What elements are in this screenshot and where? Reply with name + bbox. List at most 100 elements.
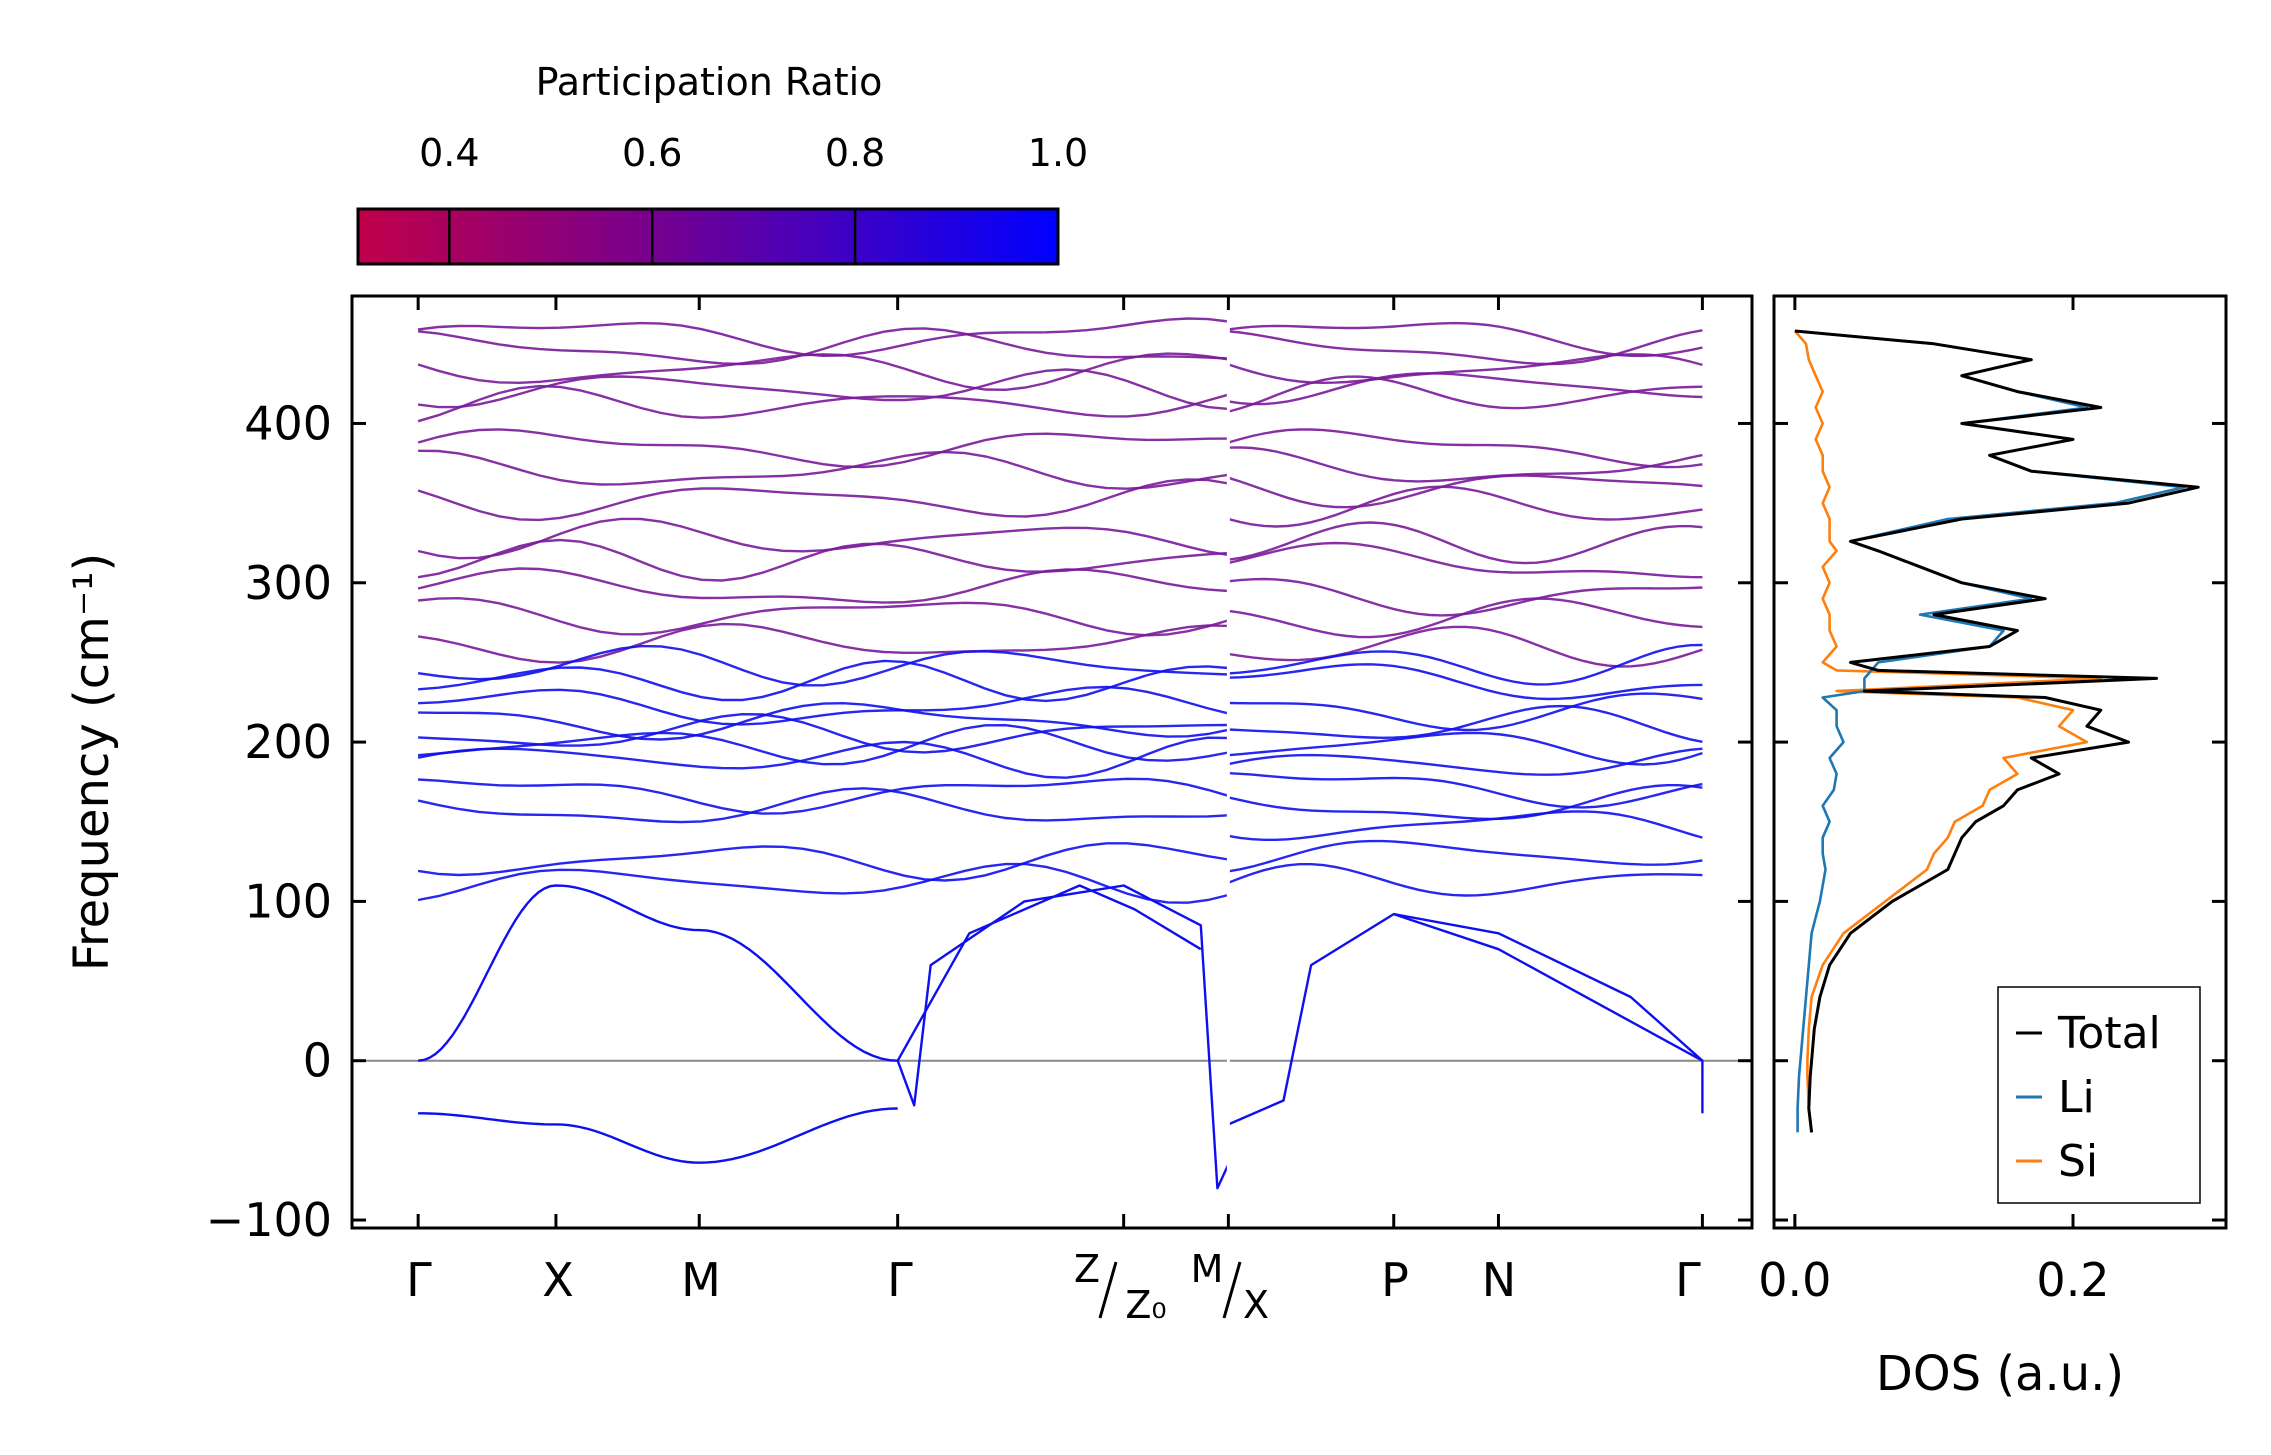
optical-branch-a-16 bbox=[418, 701, 1229, 741]
optical-branch-b-20 bbox=[1228, 772, 1703, 809]
legend-box bbox=[1997, 986, 2201, 1204]
optical-branch-a-19 bbox=[417, 736, 1229, 779]
optical-branch-b-19 bbox=[1228, 747, 1703, 776]
dos-ticks bbox=[1774, 296, 2226, 1228]
band-structure-panel: −100 0 100 200 300 400 Frequency (cm⁻¹) Γ X M… bbox=[64, 294, 1754, 1327]
optical-branch-b-22 bbox=[1228, 810, 1703, 841]
optical-branch-a-12 bbox=[417, 622, 1229, 664]
acoustic-2 bbox=[418, 1107, 898, 1164]
optical-branch-a-1 bbox=[417, 327, 1229, 366]
optical-branch-b-11 bbox=[1228, 577, 1703, 617]
colorbar-title: Participation Ratio bbox=[536, 60, 883, 104]
dos-xtick-labels: 0.0 0.2 bbox=[1758, 1253, 2109, 1307]
optical-branch-b-1 bbox=[1228, 329, 1703, 366]
xtick-x: X bbox=[542, 1253, 574, 1307]
optical-branch-a-2 bbox=[417, 352, 1229, 392]
optical-branch-b-4 bbox=[1228, 375, 1703, 413]
optical-branch-a-4 bbox=[417, 384, 1229, 423]
colorbar-tick-label: 0.8 bbox=[825, 131, 885, 175]
dos-legend: Total Li Si bbox=[1997, 986, 2201, 1204]
legend-label-si: Si bbox=[2058, 1136, 2098, 1187]
band-ticks bbox=[352, 296, 1752, 1228]
xtick-z-slash bbox=[1098, 1261, 1118, 1319]
optical-branch-b-14 bbox=[1228, 643, 1703, 686]
colorbar: Participation Ratio 0.4 0.6 0.8 1.0 bbox=[356, 60, 1088, 266]
dos-xtick-label: 0.2 bbox=[2036, 1253, 2109, 1307]
acoustic-extra-0 bbox=[896, 884, 1230, 1190]
optical-branch-b-21 bbox=[1228, 784, 1703, 821]
band-ytick-label: 0 bbox=[303, 1034, 332, 1088]
optical-branch-a-18 bbox=[417, 723, 1229, 766]
optical-branch-a-7 bbox=[417, 478, 1229, 522]
band-lines bbox=[352, 296, 1752, 1228]
optical-branch-b-13 bbox=[1228, 625, 1703, 668]
dos-line-si bbox=[1793, 330, 2103, 1133]
optical-branch-b-9 bbox=[1228, 521, 1703, 565]
colorbar-tick-label: 0.4 bbox=[419, 131, 479, 175]
dos-xlabel: DOS (a.u.) bbox=[1876, 1346, 2124, 1402]
optical-branch-b-6 bbox=[1228, 446, 1703, 483]
colorbar-tick-label: 1.0 bbox=[1028, 131, 1088, 175]
xtick-n: N bbox=[1482, 1253, 1516, 1307]
xtick-z-top: Z bbox=[1074, 1247, 1100, 1291]
acoustic-extra-2 bbox=[1227, 912, 1703, 1126]
acoustic-extra-3 bbox=[1393, 912, 1704, 1114]
legend-label-total: Total bbox=[2057, 1008, 2161, 1059]
colorbar-tick-label: 0.6 bbox=[622, 131, 682, 175]
optical-branch-a-20 bbox=[418, 777, 1229, 815]
band-ytick-label: 400 bbox=[244, 396, 332, 450]
optical-branch-a-17 bbox=[418, 712, 1229, 754]
optical-branch-b-16 bbox=[1228, 692, 1703, 732]
band-ytick-label: 200 bbox=[244, 715, 332, 769]
xtick-gamma-2: Γ bbox=[887, 1253, 913, 1307]
optical-branch-a-10 bbox=[417, 567, 1229, 604]
optical-branch-b-2 bbox=[1228, 353, 1703, 385]
xtick-p: P bbox=[1381, 1253, 1409, 1307]
band-ytick-label: 300 bbox=[244, 556, 332, 610]
band-xtick-labels: Γ X M Γ Z Z₀ M X P N Γ bbox=[406, 1247, 1701, 1327]
optical-branch-a-5 bbox=[417, 428, 1229, 469]
xtick-gamma-1: Γ bbox=[406, 1253, 432, 1307]
optical-branch-a-9 bbox=[417, 538, 1229, 582]
band-ytick-label: 100 bbox=[244, 874, 332, 928]
dos-lines bbox=[1793, 329, 2200, 1133]
xtick-gamma-3: Γ bbox=[1675, 1253, 1701, 1307]
dos-frame bbox=[1772, 294, 2228, 1230]
optical-branch-b-8 bbox=[1228, 485, 1703, 528]
optical-branch-b-5 bbox=[1228, 428, 1703, 469]
optical-branch-a-21 bbox=[417, 787, 1229, 824]
xtick-m: M bbox=[681, 1253, 721, 1307]
optical-branch-a-11 bbox=[417, 596, 1229, 637]
band-ylabel: Frequency (cm⁻¹) bbox=[64, 553, 120, 971]
optical-branch-b-23 bbox=[1228, 839, 1703, 873]
optical-branch-b-15 bbox=[1228, 663, 1703, 701]
optical-branch-a-22 bbox=[417, 842, 1229, 882]
optical-branch-b-12 bbox=[1228, 597, 1703, 639]
optical-branch-b-0 bbox=[1228, 321, 1703, 358]
optical-branch-a-3 bbox=[417, 368, 1229, 411]
dos-panel: 0.0 0.2 DOS (a.u.) Total Li Si bbox=[1758, 294, 2228, 1402]
optical-branch-b-7 bbox=[1228, 474, 1703, 509]
optical-branch-b-18 bbox=[1228, 731, 1703, 766]
acoustic-1 bbox=[417, 884, 898, 1062]
optical-branch-b-17 bbox=[1228, 704, 1703, 743]
xtick-m-top: M bbox=[1191, 1247, 1224, 1291]
band-ytick-labels: −100 0 100 200 300 400 bbox=[206, 396, 332, 1247]
optical-branch-b-24 bbox=[1227, 863, 1703, 897]
colorbar-ticks: 0.4 0.6 0.8 1.0 bbox=[419, 131, 1088, 264]
legend-label-li: Li bbox=[2058, 1072, 2095, 1123]
band-ytick-label: −100 bbox=[206, 1193, 332, 1247]
xtick-z-bottom: Z₀ bbox=[1125, 1283, 1166, 1327]
optical-branch-a-13 bbox=[417, 644, 1229, 687]
legend-items: Total Li Si bbox=[2016, 1008, 2161, 1187]
dos-line-total bbox=[1794, 329, 2200, 1133]
optical-branch-a-15 bbox=[418, 685, 1229, 726]
xtick-x-slash bbox=[1222, 1261, 1242, 1319]
optical-branch-b-3 bbox=[1228, 372, 1703, 406]
optical-branch-a-23 bbox=[417, 862, 1229, 904]
optical-branch-a-6 bbox=[418, 449, 1229, 490]
optical-branch-b-10 bbox=[1228, 541, 1703, 579]
xtick-x-bottom: X bbox=[1243, 1283, 1269, 1327]
colorbar-gradient bbox=[356, 207, 1060, 266]
